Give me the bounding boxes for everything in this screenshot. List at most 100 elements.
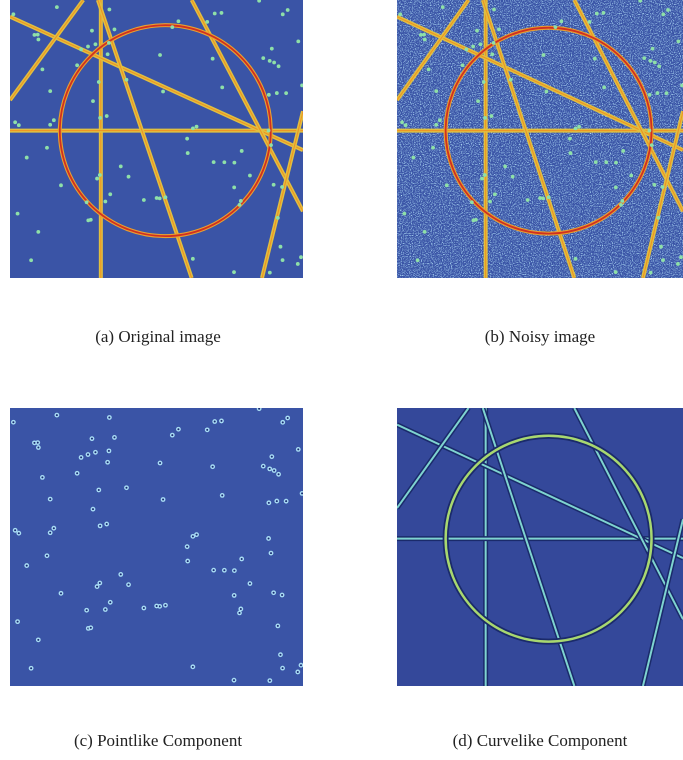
point — [398, 12, 403, 17]
point — [280, 185, 284, 189]
point — [186, 560, 189, 563]
point — [162, 498, 165, 501]
point — [422, 229, 427, 234]
point — [185, 151, 190, 155]
point — [648, 58, 653, 63]
point — [258, 408, 261, 410]
point — [431, 145, 435, 150]
point — [164, 604, 167, 607]
point — [573, 126, 578, 131]
point — [213, 420, 216, 423]
point — [480, 176, 484, 181]
point — [587, 19, 592, 24]
point — [12, 421, 15, 424]
point — [440, 5, 445, 10]
point — [95, 176, 99, 181]
point — [573, 256, 578, 261]
point — [45, 554, 48, 557]
point — [422, 37, 427, 42]
point — [30, 667, 33, 670]
point — [103, 199, 108, 204]
point — [266, 92, 271, 97]
curve-line — [397, 408, 470, 509]
point — [629, 173, 634, 178]
point — [272, 591, 275, 594]
point — [159, 462, 162, 465]
point — [437, 118, 442, 123]
point — [284, 91, 289, 96]
point — [492, 7, 496, 12]
point — [16, 620, 19, 623]
point — [647, 92, 652, 97]
point — [185, 136, 190, 141]
point — [621, 149, 626, 153]
point — [15, 211, 20, 216]
point — [577, 124, 582, 129]
point — [620, 199, 625, 203]
point — [546, 195, 551, 200]
point — [105, 52, 110, 57]
image-panel — [397, 408, 683, 686]
point — [126, 174, 131, 179]
point — [568, 151, 573, 155]
point — [49, 498, 52, 501]
point — [195, 533, 198, 536]
point — [286, 416, 289, 419]
point — [660, 185, 665, 189]
point — [676, 262, 680, 266]
point — [125, 486, 128, 489]
point — [642, 56, 647, 61]
point — [190, 256, 195, 261]
point — [94, 451, 97, 454]
point — [206, 428, 209, 431]
point — [613, 185, 618, 190]
point — [170, 25, 175, 30]
point — [76, 472, 79, 475]
point — [279, 653, 282, 656]
point — [220, 85, 225, 90]
point — [270, 455, 273, 458]
point — [478, 42, 483, 47]
point — [238, 199, 243, 203]
point — [471, 44, 476, 49]
point — [176, 19, 181, 24]
point — [592, 56, 597, 61]
point — [90, 437, 93, 440]
point — [232, 160, 237, 165]
point — [403, 123, 408, 128]
point — [118, 164, 123, 169]
point — [240, 557, 243, 560]
point — [212, 11, 217, 16]
point — [489, 114, 494, 118]
point — [97, 488, 100, 491]
caption: (d) Curvelike Component — [453, 731, 628, 750]
point — [296, 670, 299, 673]
point — [163, 195, 168, 200]
point — [270, 552, 273, 555]
point — [553, 25, 558, 30]
point — [211, 160, 216, 165]
point — [510, 174, 515, 179]
point — [482, 173, 487, 177]
point — [233, 569, 236, 572]
point — [48, 89, 53, 94]
caption: (a) Original image — [95, 327, 221, 346]
point — [281, 421, 284, 424]
point — [210, 56, 215, 61]
point — [676, 39, 681, 44]
point — [222, 160, 227, 165]
point — [268, 467, 271, 470]
point — [232, 185, 237, 190]
point — [186, 545, 189, 548]
point — [233, 594, 236, 597]
point — [97, 173, 102, 177]
point — [619, 203, 623, 207]
point — [415, 258, 420, 263]
point — [488, 199, 492, 204]
point — [422, 32, 426, 37]
point — [36, 441, 39, 444]
point — [659, 244, 663, 249]
point — [476, 99, 480, 104]
point — [55, 414, 58, 417]
point — [248, 173, 252, 178]
